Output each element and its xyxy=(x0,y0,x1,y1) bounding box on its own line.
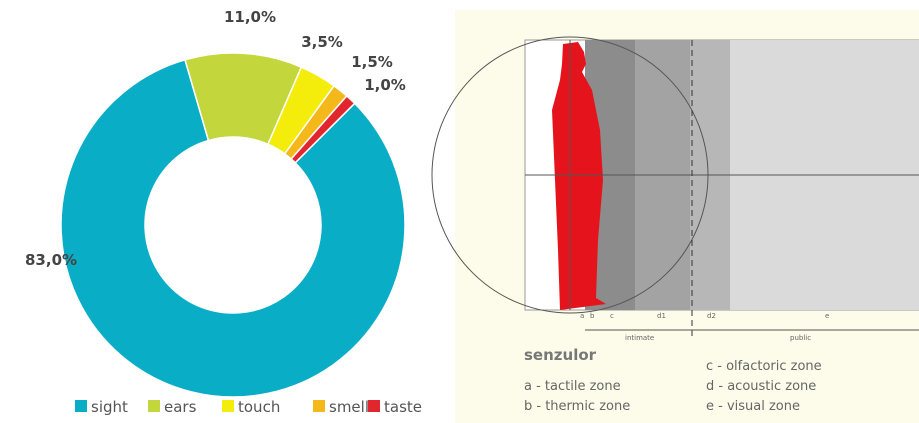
data-label: 1,5% xyxy=(351,53,393,71)
zone-letter: a xyxy=(580,312,584,320)
page: 83,0% 11,0% 3,5% 1,5% 1,0% sight ears touch smel… xyxy=(0,0,919,423)
legend-swatch xyxy=(75,400,87,412)
legend-swatch xyxy=(313,400,325,412)
zone-text: b - thermic zone xyxy=(524,399,630,414)
data-label: 3,5% xyxy=(301,33,343,51)
legend-swatch xyxy=(368,400,380,412)
zone-text: c - olfactoric zone xyxy=(706,359,822,374)
figure: 83,0% 11,0% 3,5% 1,5% 1,0% sight ears touch smel… xyxy=(0,0,919,423)
heading: senzulor xyxy=(524,346,597,364)
legend-label: ears xyxy=(164,398,197,416)
diagram: a b c d1 d2 e intimate public senzulor a… xyxy=(432,10,919,423)
zone-letter: d1 xyxy=(657,312,666,320)
legend-label: touch xyxy=(238,398,280,416)
data-label: 1,0% xyxy=(364,76,406,94)
legend-label: sight xyxy=(91,398,128,416)
distance-label: public xyxy=(790,334,811,342)
data-label: 11,0% xyxy=(224,8,276,26)
zone-text: a - tactile zone xyxy=(524,379,621,394)
legend-swatch xyxy=(222,400,234,412)
zone-letter: c xyxy=(610,312,614,320)
distance-label: intimate xyxy=(625,334,654,342)
zone-text: e - visual zone xyxy=(706,399,800,414)
legend-label: smell xyxy=(329,398,369,416)
zone-letter: d2 xyxy=(707,312,716,320)
legend-swatch xyxy=(148,400,160,412)
donut-chart: 83,0% 11,0% 3,5% 1,5% 1,0% sight ears touch smel… xyxy=(25,8,422,416)
zone-letter: e xyxy=(825,312,829,320)
legend-label: taste xyxy=(384,398,422,416)
data-label: 83,0% xyxy=(25,251,77,269)
zone-text: d - acoustic zone xyxy=(706,379,816,394)
zone-letter: b xyxy=(590,312,595,320)
